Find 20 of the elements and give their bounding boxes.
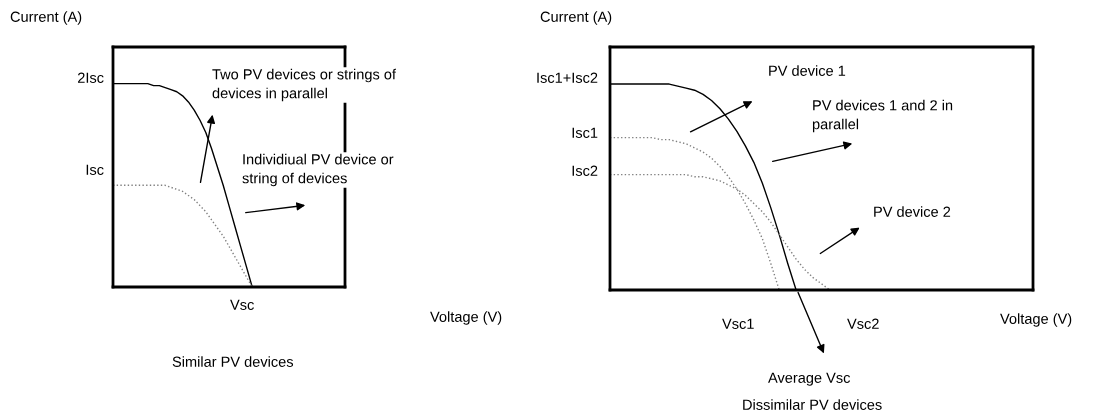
text: Isc1+Isc2: [537, 72, 598, 83]
text: Vsc: [230, 299, 254, 310]
text: Isc2: [572, 165, 598, 176]
text: Isc1: [572, 127, 598, 138]
text: Vsc2: [847, 318, 879, 329]
x-axis-title: Voltage (V): [1000, 313, 1072, 327]
y-axis-title: Current (A): [540, 11, 612, 25]
text: Dissimilar PV devices: [743, 399, 882, 410]
annotation: PV device 2: [874, 206, 951, 217]
annotation: Two PV devices or strings of devices in parallel: [212, 68, 397, 102]
x-axis-title: Voltage (V): [430, 311, 502, 325]
annotation: PV devices 1 and 2 in parallel: [812, 99, 953, 133]
y-axis-title: Current (A): [10, 11, 82, 25]
annotation: Individiual PV device or string of devices: [242, 153, 394, 187]
text: Isc: [86, 164, 104, 175]
text: Vsc1: [722, 318, 754, 329]
text: Average Vsc: [768, 372, 851, 386]
text: 2Isc: [77, 72, 104, 83]
text: PV device 1: [769, 65, 846, 76]
text: Similar PV devices: [172, 356, 294, 367]
